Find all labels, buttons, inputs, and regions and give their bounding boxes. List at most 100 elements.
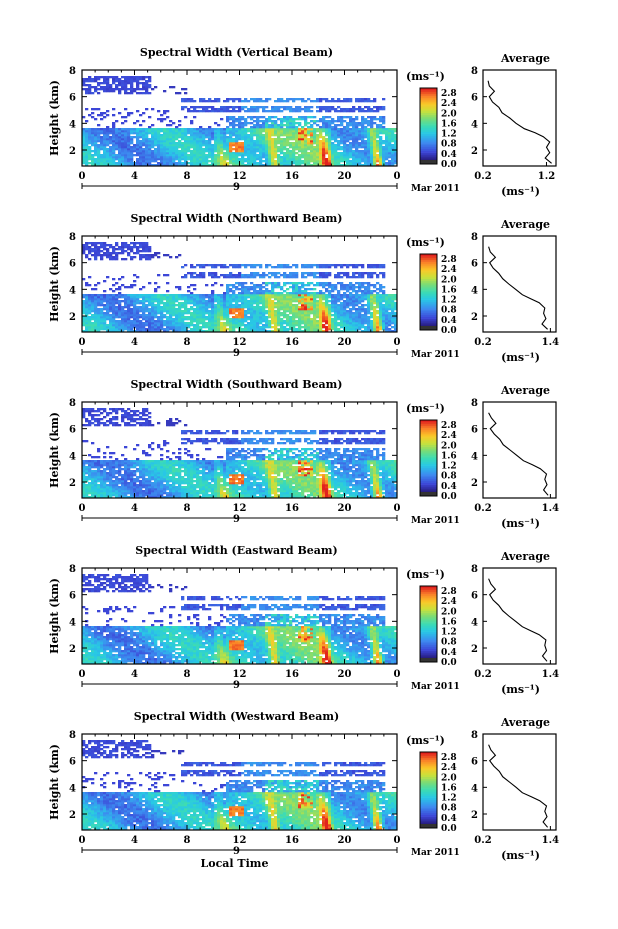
heatmap-cell	[232, 296, 236, 299]
heatmap-cell	[301, 286, 305, 289]
heatmap-cell	[142, 78, 146, 81]
heatmap-cell	[244, 330, 248, 333]
heatmap-cell	[145, 108, 149, 111]
heatmap-cell	[328, 154, 332, 157]
heatmap-cell	[349, 304, 353, 307]
heatmap-cell	[124, 158, 128, 161]
heatmap-cell	[106, 304, 110, 307]
heatmap-cell	[148, 140, 152, 143]
heatmap-cell	[268, 152, 272, 155]
heatmap-cell	[220, 106, 224, 109]
heatmap-cell	[166, 304, 170, 307]
heatmap-cell	[304, 324, 308, 327]
heatmap-cell	[370, 100, 374, 103]
heatmap-cell	[94, 320, 98, 323]
heatmap-cell	[343, 150, 347, 153]
heatmap-cell	[124, 108, 128, 111]
heatmap-cell	[376, 160, 380, 163]
heatmap-cell	[271, 274, 275, 277]
heatmap-cell	[286, 156, 290, 159]
heatmap-cell	[331, 286, 335, 289]
heatmap-cell	[346, 300, 350, 303]
heatmap-cell	[154, 128, 158, 131]
heatmap-cell	[199, 126, 203, 129]
heatmap-cell	[274, 146, 278, 149]
heatmap-cell	[214, 164, 218, 167]
heatmap-cell	[226, 128, 230, 131]
heatmap-cell	[136, 84, 140, 87]
heatmap-cell	[256, 298, 260, 301]
heatmap-cell	[181, 158, 185, 161]
heatmap-cell	[259, 164, 263, 167]
heatmap-cell	[88, 146, 92, 149]
heatmap-cell	[265, 124, 269, 127]
heatmap-cell	[157, 274, 161, 277]
heatmap-cell	[265, 152, 269, 155]
heatmap-cell	[253, 274, 257, 277]
heatmap-cell	[250, 154, 254, 157]
heatmap-cell	[310, 132, 314, 135]
heatmap-cell	[322, 120, 326, 123]
heatmap-cell	[376, 124, 380, 127]
heatmap-cell	[142, 294, 146, 297]
heatmap-cell	[328, 328, 332, 331]
heatmap-cell	[256, 330, 260, 333]
heatmap-cell	[274, 284, 278, 287]
x-tick-label: 0	[79, 171, 86, 182]
heatmap-cell	[223, 310, 227, 313]
heatmap-cell	[178, 328, 182, 331]
heatmap-cell	[334, 296, 338, 299]
heatmap-cell	[265, 322, 269, 325]
heatmap-cell	[97, 114, 101, 117]
heatmap-cell	[184, 142, 188, 145]
heatmap-cell	[235, 318, 239, 321]
heatmap-cell	[229, 296, 233, 299]
heatmap-cell	[361, 142, 365, 145]
heatmap-cell	[244, 264, 248, 267]
heatmap-cell	[349, 314, 353, 317]
heatmap-cell	[181, 324, 185, 327]
heatmap-cell	[364, 160, 368, 163]
heatmap-cell	[358, 282, 362, 285]
heatmap-cell	[247, 316, 251, 319]
heatmap-cell	[295, 312, 299, 315]
heatmap-cell	[178, 130, 182, 133]
heatmap-cell	[202, 158, 206, 161]
heatmap-cell	[88, 132, 92, 135]
heatmap-cell	[226, 308, 230, 311]
heatmap-cell	[349, 292, 353, 295]
heatmap-cell	[310, 264, 314, 267]
heatmap-cell	[262, 330, 266, 333]
heatmap-cell	[106, 298, 110, 301]
heatmap-cell	[139, 330, 143, 333]
heatmap-cell	[304, 128, 308, 131]
heatmap-cell	[196, 324, 200, 327]
heatmap-cell	[268, 148, 272, 151]
heatmap-cell	[166, 302, 170, 305]
heatmap-cell	[271, 302, 275, 305]
heatmap-cell	[328, 294, 332, 297]
heatmap-cell	[298, 128, 302, 131]
heatmap-cell	[109, 330, 113, 333]
heatmap-cell	[175, 148, 179, 151]
heatmap-cell	[349, 294, 353, 297]
heatmap-cell	[388, 140, 392, 143]
heatmap-cell	[139, 302, 143, 305]
heatmap-cell	[160, 326, 164, 329]
heatmap-cell	[184, 150, 188, 153]
heatmap-cell	[202, 266, 206, 269]
heatmap-cell	[142, 150, 146, 153]
heatmap-cell	[385, 130, 389, 133]
heatmap-cell	[214, 158, 218, 161]
heatmap-cell	[343, 286, 347, 289]
heatmap-cell	[109, 314, 113, 317]
heatmap-cell	[241, 300, 245, 303]
heatmap-cell	[325, 296, 329, 299]
heatmap-cell	[133, 316, 137, 319]
heatmap-cell	[127, 134, 131, 137]
heatmap-cell	[154, 154, 158, 157]
heatmap-cell	[118, 78, 122, 81]
heatmap-cell	[202, 294, 206, 297]
heatmap-cell	[367, 130, 371, 133]
heatmap-cell	[319, 150, 323, 153]
